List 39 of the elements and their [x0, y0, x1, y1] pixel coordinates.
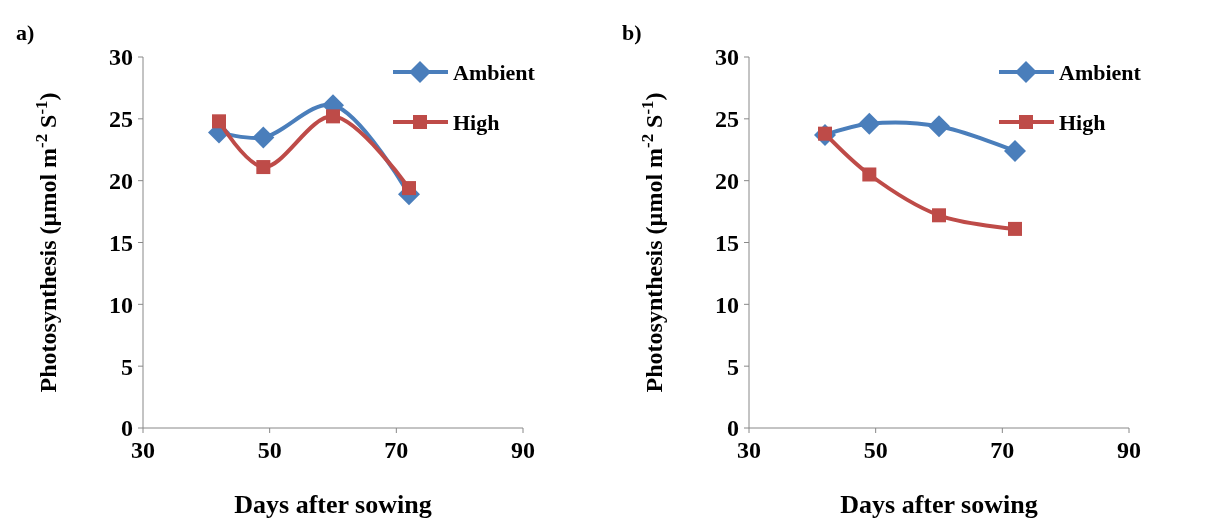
- y-tick-label: 30: [715, 44, 739, 71]
- point: [326, 109, 340, 124]
- y-tick-label: 20: [715, 168, 739, 195]
- y-tick-label: 10: [109, 291, 133, 318]
- y-tick-label: 10: [715, 291, 739, 318]
- y-tick-label: 0: [727, 415, 739, 442]
- legend-label: Ambient: [1059, 59, 1142, 85]
- legend-label: High: [453, 109, 500, 135]
- y-tick-label: 5: [727, 353, 739, 380]
- y-tick-label: 25: [715, 106, 739, 133]
- legend-label: High: [1059, 109, 1106, 135]
- y-tick-label: 30: [109, 44, 133, 71]
- y-tick-label: 20: [109, 168, 133, 195]
- point: [256, 160, 271, 175]
- y-tick-label: 15: [109, 229, 133, 256]
- point: [928, 115, 950, 138]
- point: [858, 112, 881, 135]
- y-tick-label: 5: [121, 353, 133, 380]
- point: [212, 114, 226, 129]
- point: [932, 208, 946, 223]
- y-tick-label: 0: [121, 415, 133, 442]
- point: [862, 167, 877, 182]
- point: [402, 181, 416, 196]
- legend-label: Ambient: [453, 59, 536, 85]
- point: [252, 126, 275, 149]
- x-tick-label: 90: [1117, 437, 1141, 463]
- point: [1004, 139, 1026, 162]
- x-axis-title: Days after sowing: [234, 490, 432, 519]
- x-tick-label: 50: [257, 437, 282, 463]
- x-tick-label: 70: [384, 437, 409, 463]
- x-axis-title: Days after sowing: [840, 490, 1038, 519]
- x-tick-label: 70: [990, 437, 1015, 463]
- point: [1008, 221, 1022, 236]
- y-tick-label: 15: [715, 229, 739, 256]
- x-tick-label: 90: [511, 437, 535, 463]
- x-tick-label: 50: [863, 437, 888, 463]
- text: b): [622, 20, 642, 45]
- y-tick-label: 25: [109, 106, 133, 133]
- text: a): [16, 20, 35, 45]
